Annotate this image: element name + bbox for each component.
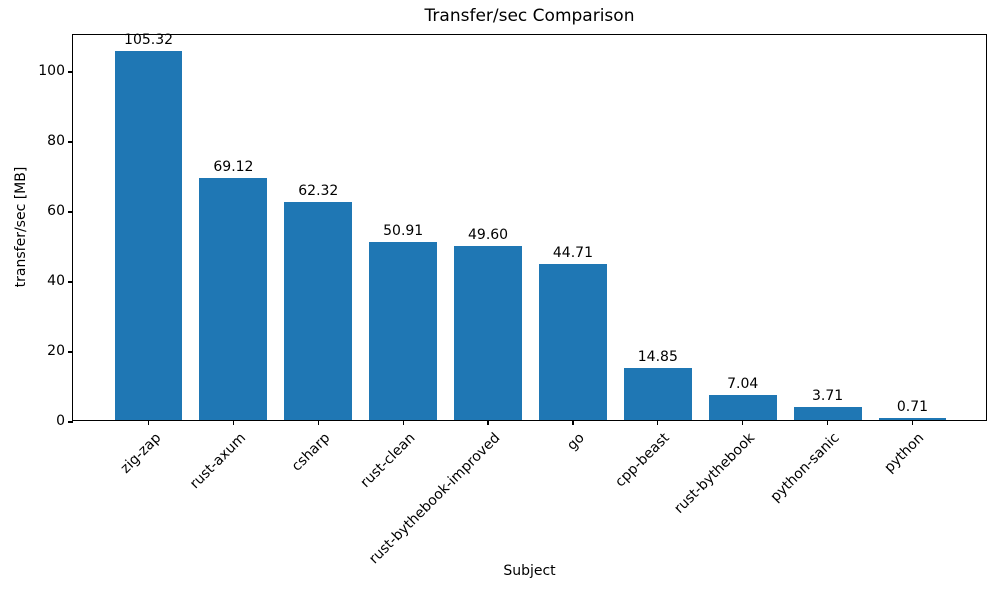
y-tick-mark (68, 351, 73, 353)
x-tick-label-text: cpp-beast (612, 430, 674, 491)
y-tick-mark (68, 71, 73, 73)
x-tick-label-text: rust-axum (186, 430, 249, 493)
y-tick-mark (68, 281, 73, 283)
bar-value-label: 105.32 (124, 32, 174, 49)
y-tick-label: 100 (38, 63, 65, 80)
bar-python-sanic (793, 407, 862, 420)
x-tick-label-text: python-sanic (767, 430, 843, 506)
x-tick-mark (572, 420, 574, 425)
bar-csharp (284, 201, 353, 420)
x-tick-mark (487, 420, 489, 425)
x-tick-mark (402, 420, 404, 425)
bar-cpp-beast (623, 368, 692, 420)
bar-rust-axum (199, 178, 268, 420)
x-axis-label: Subject (503, 563, 556, 579)
y-tick-label: 60 (47, 203, 65, 220)
x-tick-mark (147, 420, 150, 425)
x-tick-label-text: zig-zap (117, 430, 164, 477)
x-tick-mark (657, 420, 659, 425)
x-tick-label-text: csharp (288, 430, 334, 475)
bar-python (878, 417, 947, 420)
y-tick-label: 20 (47, 343, 65, 359)
bar-rust-bythebook (708, 395, 777, 420)
bar-zig-zap (114, 51, 183, 420)
bar-go (538, 263, 607, 420)
x-tick-label-text: rust-clean (357, 430, 419, 491)
y-axis-label-text: transfer/sec [MB] (13, 166, 29, 288)
bar-value-label: 50.91 (383, 222, 424, 239)
x-tick-label-text: rust-bythebook (671, 430, 759, 517)
x-tick-label-text: go (564, 430, 589, 454)
x-tick-label-text: python (881, 430, 928, 476)
y-tick-label: 40 (47, 273, 65, 290)
bar-rust-clean (369, 241, 438, 420)
bar-value-label: 7.04 (727, 376, 759, 393)
bar-value-label: 44.71 (552, 244, 593, 261)
bar-value-label: 14.85 (637, 349, 678, 366)
plot-area: 0 20 40 60 80 100 105.32 zig-zap 69.12 rust-axum 6… (38, 32, 987, 567)
bar-value-label: 0.71 (896, 398, 929, 415)
bar-value-label: 49.60 (468, 227, 509, 244)
y-tick-label: 0 (56, 413, 65, 429)
x-tick-mark (742, 420, 744, 425)
bar-value-label: 69.12 (213, 159, 254, 176)
y-tick-label: 80 (47, 133, 65, 150)
x-tick-mark (232, 420, 234, 425)
bar-rust-bythebook-improved (454, 246, 522, 420)
y-tick-mark (68, 211, 73, 213)
x-tick-mark (317, 420, 319, 425)
y-tick-mark (68, 141, 73, 143)
bar-value-label: 62.32 (298, 182, 339, 199)
chart-title: Transfer/sec Comparison (424, 6, 635, 26)
bar-value-label: 3.71 (811, 388, 844, 405)
x-tick-mark (911, 420, 914, 425)
y-tick-mark (68, 421, 73, 423)
x-tick-mark (826, 420, 829, 425)
